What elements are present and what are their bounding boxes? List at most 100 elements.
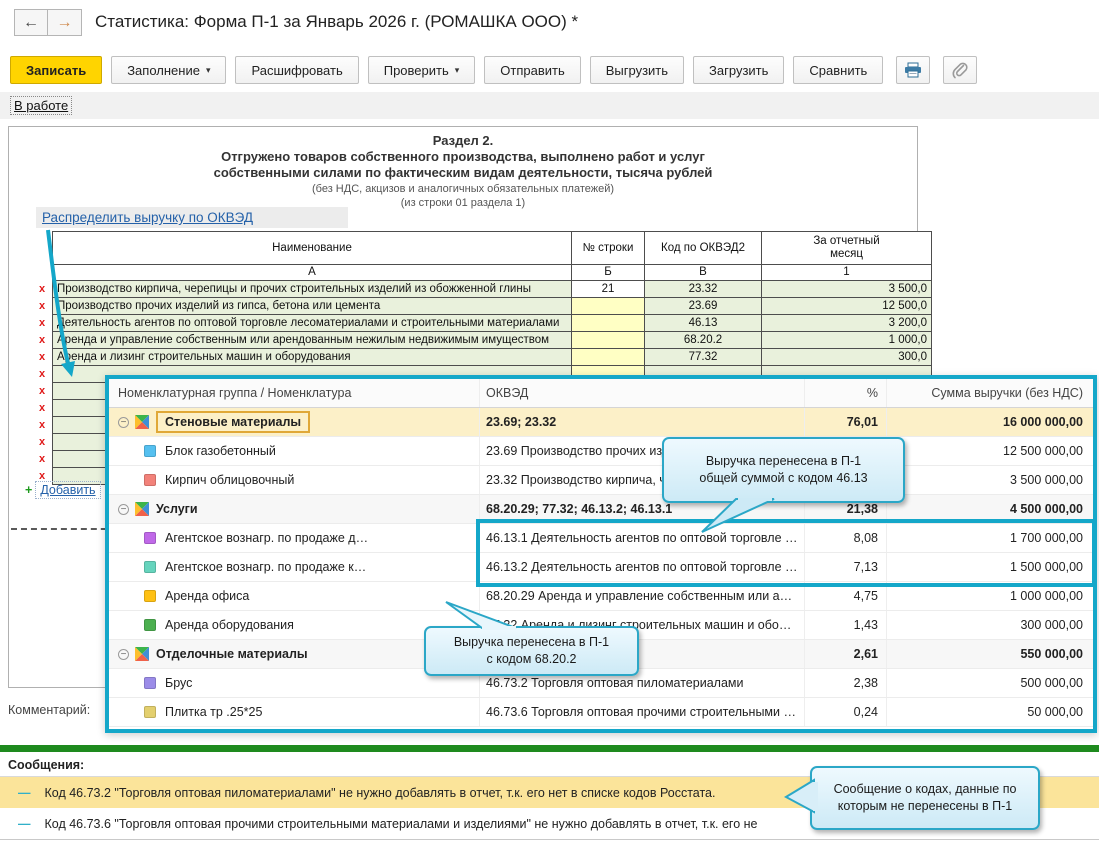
- row-line-no[interactable]: [572, 315, 645, 332]
- delete-row-icon[interactable]: x: [39, 283, 46, 295]
- add-row-link[interactable]: Добавить: [35, 481, 101, 499]
- table-row[interactable]: x Производство кирпича, черепицы и прочи…: [36, 281, 932, 298]
- nomenclature-group-row[interactable]: − Услуги 68.20.29; 77.32; 46.13.2; 46.13…: [109, 495, 1093, 524]
- col-header-okved: Код по ОКВЭД2: [645, 231, 762, 265]
- nomenclature-row[interactable]: Блок газобетонный 23.69 Производство про…: [109, 437, 1093, 466]
- check-label: Проверить: [383, 62, 449, 78]
- row-name[interactable]: Производство прочих изделий из гипса, бе…: [52, 298, 572, 315]
- group-sum: 4 500 000,00: [1010, 502, 1083, 516]
- forward-button[interactable]: →: [48, 9, 82, 36]
- delete-row-icon[interactable]: x: [39, 470, 46, 482]
- row-okved[interactable]: 23.32: [645, 281, 762, 298]
- popup-col-pct: %: [805, 379, 887, 407]
- item-name: Блок газобетонный: [165, 444, 276, 458]
- table-row[interactable]: x Деятельность агентов по оптовой торгов…: [36, 315, 932, 332]
- item-okved: 46.73.6 Торговля оптовая прочими строите…: [480, 698, 805, 726]
- row-month-value[interactable]: 1 000,0: [762, 332, 932, 349]
- row-month-value[interactable]: 3 200,0: [762, 315, 932, 332]
- row-okved[interactable]: 23.69: [645, 298, 762, 315]
- delete-row-icon[interactable]: x: [39, 402, 46, 414]
- row-month-value[interactable]: 300,0: [762, 349, 932, 366]
- section-divider: [0, 745, 1099, 752]
- import-button[interactable]: Загрузить: [693, 56, 785, 84]
- row-name[interactable]: Деятельность агентов по оптовой торговле…: [52, 315, 572, 332]
- distribute-revenue-link[interactable]: Распределить выручку по ОКВЭД: [36, 207, 348, 228]
- color-swatch-icon: [144, 532, 156, 544]
- comment-label: Комментарий:: [8, 703, 91, 717]
- save-button[interactable]: Записать: [10, 56, 103, 84]
- delete-row-icon[interactable]: x: [39, 317, 46, 329]
- subheader-a: А: [52, 265, 572, 281]
- table-row[interactable]: x Производство прочих изделий из гипса, …: [36, 298, 932, 315]
- row-line-no[interactable]: [572, 349, 645, 366]
- delete-row-icon[interactable]: x: [39, 300, 46, 312]
- distribute-revenue-label: Распределить выручку по ОКВЭД: [42, 210, 254, 225]
- print-button[interactable]: [896, 56, 931, 84]
- group-okved: 46.73.2; 46.73.6: [480, 640, 805, 668]
- row-name[interactable]: Аренда и лизинг строительных машин и обо…: [52, 349, 572, 366]
- item-name: Плитка тр .25*25: [165, 705, 263, 719]
- history-nav: ← →: [14, 9, 82, 36]
- item-name: Аренда оборудования: [165, 618, 294, 632]
- compare-label: Сравнить: [809, 62, 868, 78]
- row-okved[interactable]: 77.32: [645, 349, 762, 366]
- group-name: Услуги: [156, 502, 198, 516]
- group-pct: 2,61: [805, 640, 887, 668]
- row-month-value[interactable]: 3 500,0: [762, 281, 932, 298]
- plus-icon: +: [25, 483, 33, 497]
- delete-row-icon[interactable]: x: [39, 436, 46, 448]
- attach-button[interactable]: [943, 56, 978, 84]
- row-line-no[interactable]: [572, 332, 645, 349]
- group-okved: 68.20.29; 77.32; 46.13.2; 46.13.1: [480, 495, 805, 523]
- chevron-down-icon: ▾: [205, 64, 211, 75]
- collapse-icon[interactable]: −: [118, 416, 129, 428]
- back-button[interactable]: ←: [14, 9, 48, 36]
- row-name[interactable]: Аренда и управление собственным или арен…: [52, 332, 572, 349]
- compare-button[interactable]: Сравнить: [793, 56, 884, 84]
- nomenclature-group-row[interactable]: − Стеновые материалы 23.69; 23.32 76,01 …: [109, 408, 1093, 437]
- col-header-name: Наименование: [52, 231, 572, 265]
- col-header-line: № строки: [572, 231, 645, 265]
- decrypt-button[interactable]: Расшифровать: [235, 56, 359, 84]
- row-okved[interactable]: 68.20.2: [645, 332, 762, 349]
- decrypt-label: Расшифровать: [251, 62, 343, 78]
- delete-row-icon[interactable]: x: [39, 334, 46, 346]
- group-icon: [135, 415, 149, 429]
- section-title: Раздел 2.: [432, 133, 494, 148]
- row-okved[interactable]: 46.13: [645, 315, 762, 332]
- export-label: Выгрузить: [605, 62, 669, 78]
- row-month-value[interactable]: 12 500,0: [762, 298, 932, 315]
- collapse-icon[interactable]: −: [118, 648, 129, 660]
- table-row[interactable]: x Аренда и лизинг строительных машин и о…: [36, 349, 932, 366]
- delete-row-icon[interactable]: x: [39, 351, 46, 363]
- row-line-no[interactable]: [572, 298, 645, 315]
- nomenclature-row[interactable]: Плитка тр .25*25 46.73.6 Торговля оптова…: [109, 698, 1093, 727]
- export-button[interactable]: Выгрузить: [589, 56, 685, 84]
- col-header-period-line2: месяц: [830, 248, 863, 260]
- send-button[interactable]: Отправить: [484, 56, 581, 84]
- delete-row-icon[interactable]: x: [39, 368, 46, 380]
- print-icon: [905, 62, 922, 78]
- nomenclature-row[interactable]: Кирпич облицовочный 23.32 Производство к…: [109, 466, 1093, 495]
- check-menu-button[interactable]: Проверить ▾: [367, 56, 476, 84]
- row-name[interactable]: Производство кирпича, черепицы и прочих …: [52, 281, 572, 298]
- delete-row-icon[interactable]: x: [39, 419, 46, 431]
- fill-menu-button[interactable]: Заполнение ▾: [111, 56, 227, 84]
- nomenclature-row[interactable]: Аренда офиса 68.20.29 Аренда и управлени…: [109, 582, 1093, 611]
- nomenclature-row[interactable]: Агентское вознагр. по продаже к… 46.13.2…: [109, 553, 1093, 582]
- chevron-down-icon: ▾: [454, 64, 460, 75]
- delete-row-icon[interactable]: x: [39, 453, 46, 465]
- forward-arrow-icon: →: [56, 14, 73, 31]
- collapse-icon[interactable]: −: [118, 503, 129, 515]
- status-bar: В работе: [0, 92, 1099, 119]
- popup-col-okved: ОКВЭД: [480, 379, 805, 407]
- item-okved: 77.32 Аренда и лизинг строительных машин…: [480, 611, 805, 639]
- report-status-link[interactable]: В работе: [10, 96, 73, 115]
- callout-line: Выручка перенесена в П-1: [705, 454, 862, 468]
- item-pct: 7,13: [805, 553, 887, 581]
- section-note-2: (из строки 01 раздела 1): [400, 197, 526, 209]
- nomenclature-row[interactable]: Агентское вознагр. по продаже д… 46.13.1…: [109, 524, 1093, 553]
- row-line-no[interactable]: 21: [572, 281, 645, 298]
- delete-row-icon[interactable]: x: [39, 385, 46, 397]
- table-row[interactable]: x Аренда и управление собственным или ар…: [36, 332, 932, 349]
